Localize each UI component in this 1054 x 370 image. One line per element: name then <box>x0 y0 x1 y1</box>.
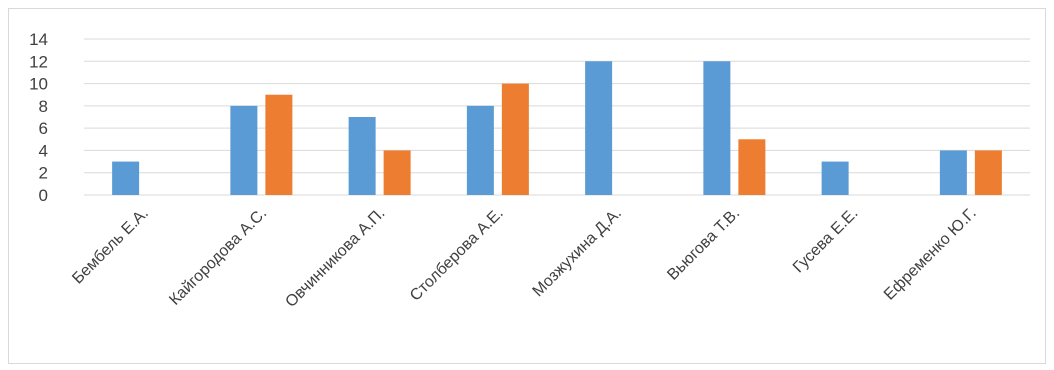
category-label: Бембель Е.А. <box>69 205 152 288</box>
category-label: Гусева Е.Е. <box>790 205 862 277</box>
bar-series-1-4 <box>466 105 494 195</box>
bar-series-2-2 <box>265 94 293 195</box>
bar-series-1-2 <box>230 105 258 195</box>
bar-series-1-1 <box>112 161 140 195</box>
bar-series-2-8 <box>974 150 1002 195</box>
y-tick-label: 12 <box>29 52 48 71</box>
bar-series-1-8 <box>939 150 967 195</box>
bar-series-2-3 <box>383 150 411 195</box>
bar-series-2-6 <box>738 139 766 195</box>
bar-series-1-5 <box>585 61 613 196</box>
bar-series-1-6 <box>703 61 731 196</box>
category-label: Столберова А.Е. <box>407 205 507 305</box>
y-tick-label: 6 <box>39 119 48 138</box>
category-label: Овчинникова А.П. <box>282 205 388 311</box>
y-tick-label: 10 <box>29 75 48 94</box>
y-tick-label: 4 <box>39 141 48 160</box>
category-label: Вьюгова Т.В. <box>664 205 743 284</box>
bar-series-2-4 <box>501 83 529 195</box>
y-tick-label: 0 <box>39 186 48 205</box>
bar-series-1-3 <box>348 117 376 195</box>
bar-series-1-7 <box>821 161 849 195</box>
category-label: Кайгородова А.С. <box>166 205 270 309</box>
category-label: Ефременко Ю.Г. <box>881 205 980 304</box>
y-tick-label: 14 <box>29 30 48 49</box>
category-label: Мозжухина Д.А. <box>530 205 625 300</box>
y-tick-label: 8 <box>39 97 48 116</box>
y-tick-label: 2 <box>39 164 48 183</box>
